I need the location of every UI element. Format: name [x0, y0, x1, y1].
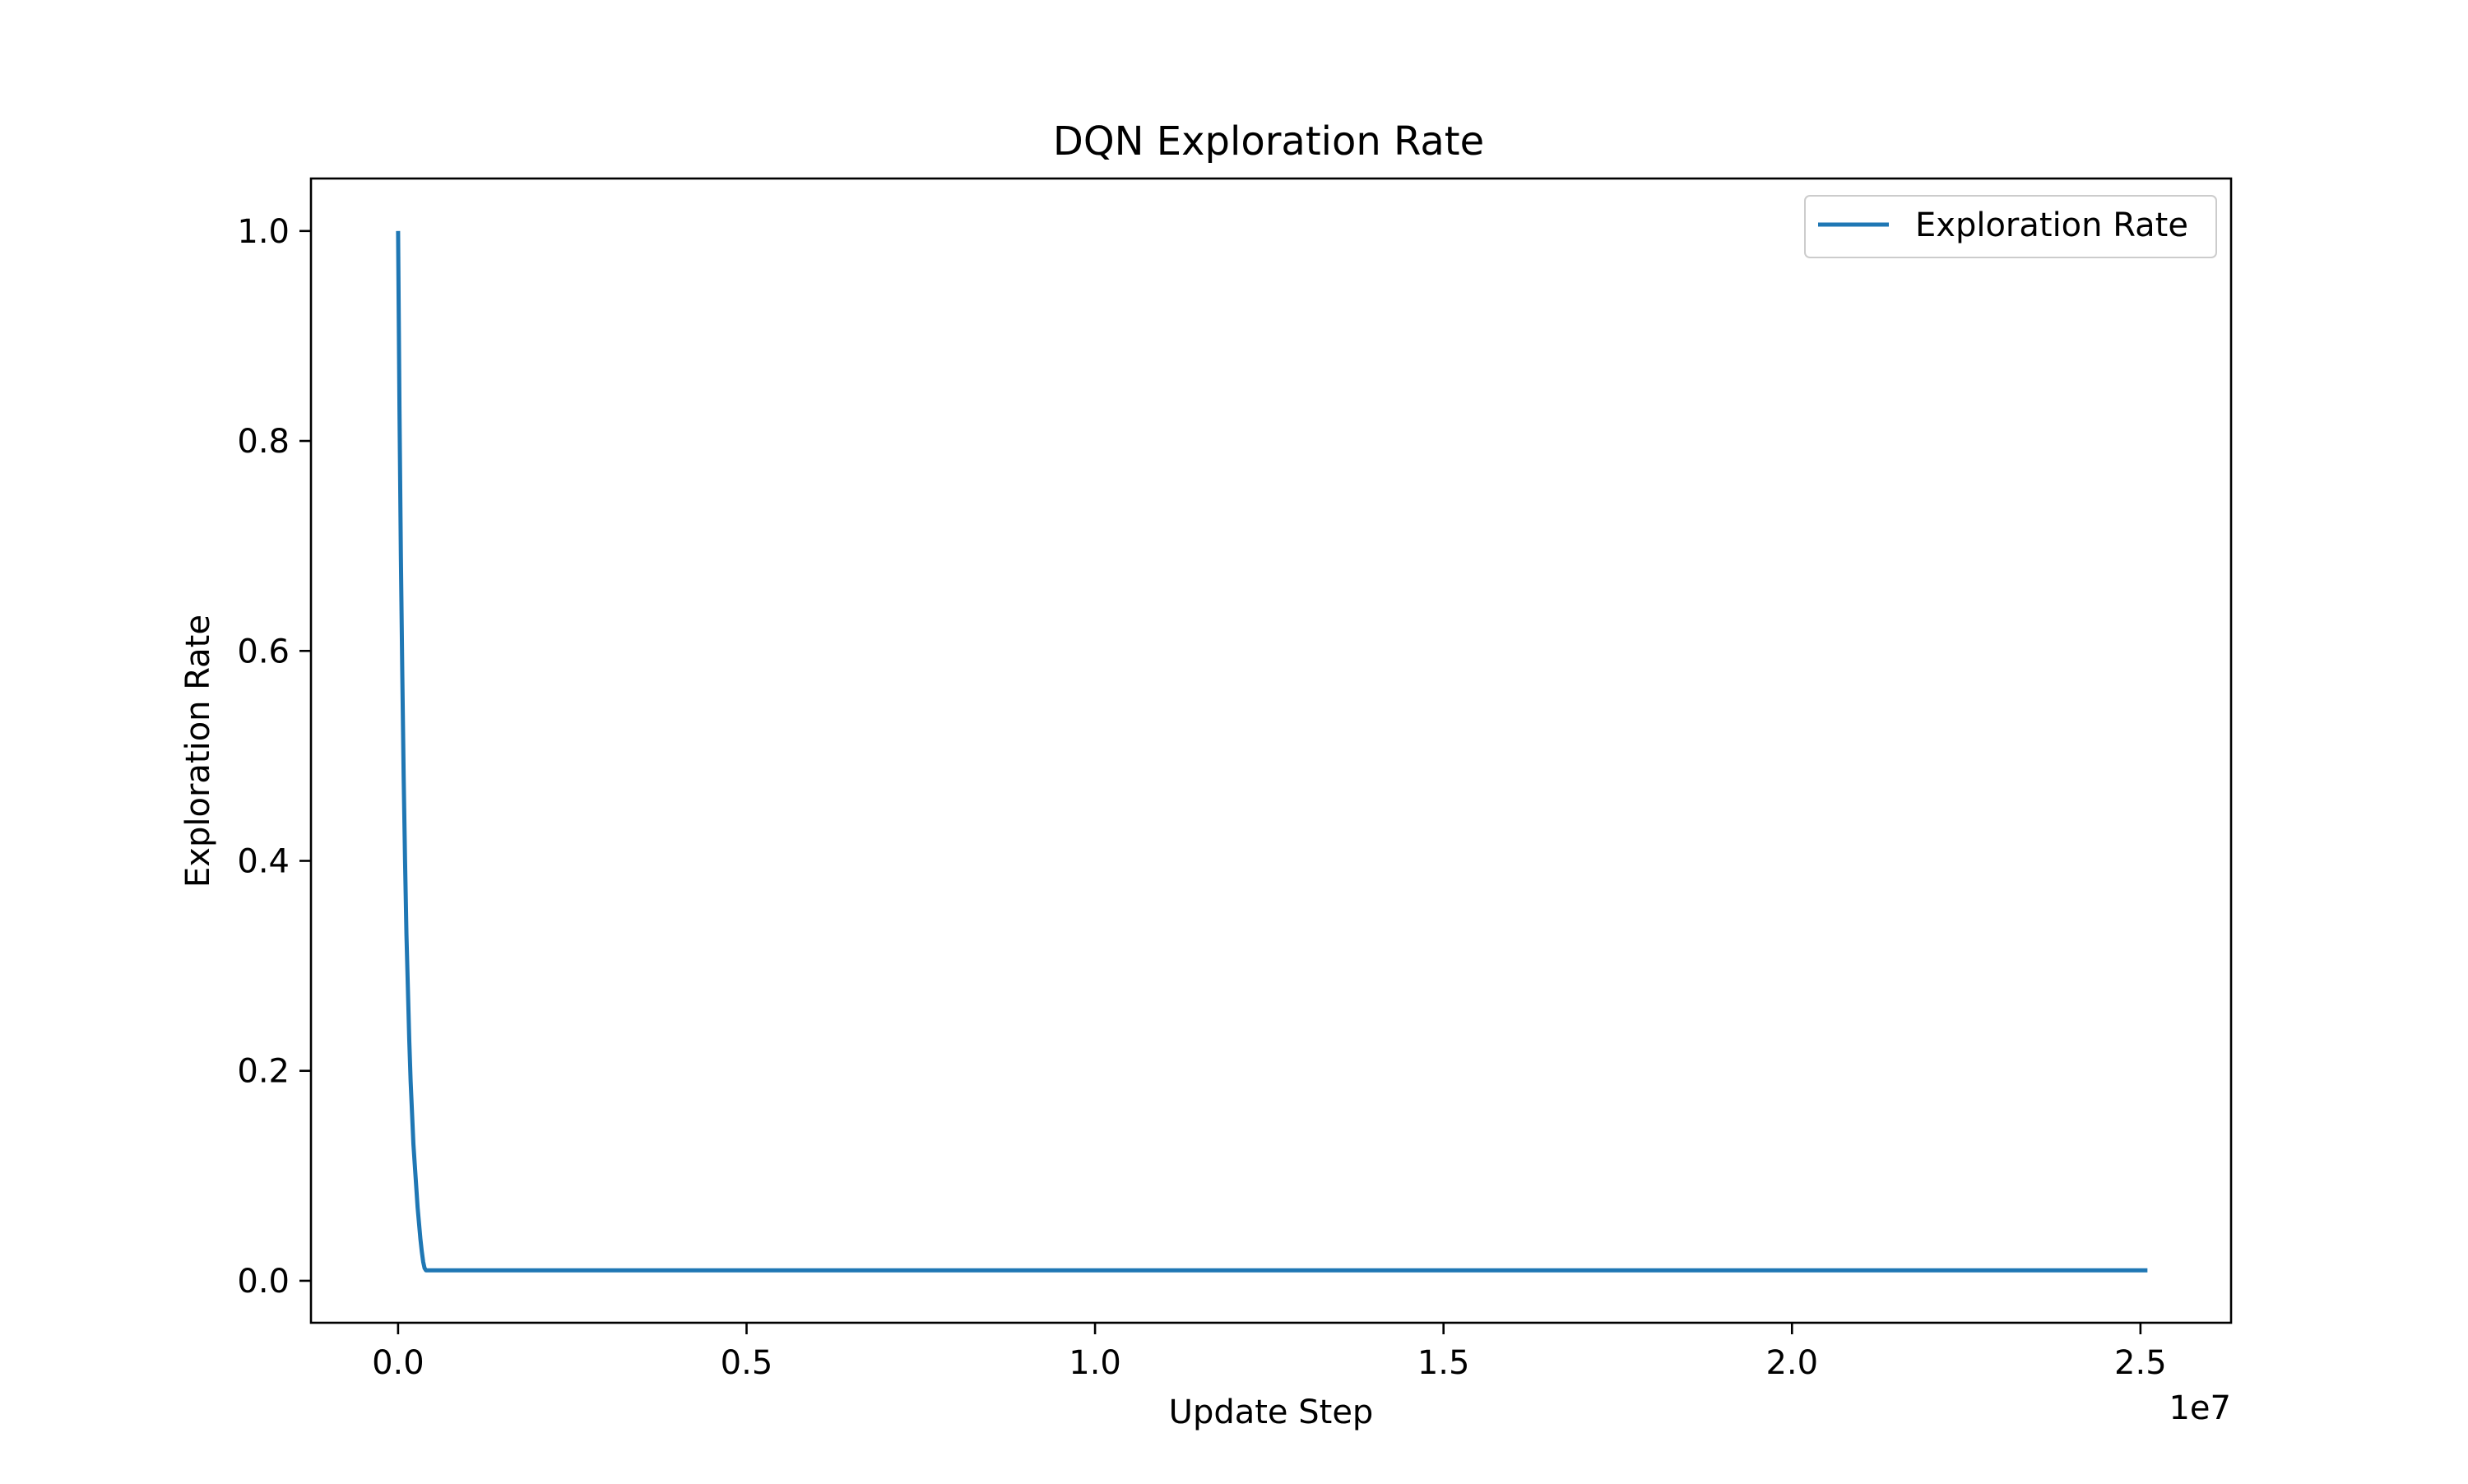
y-tick-label: 0.8: [237, 423, 290, 461]
y-tick-label: 0.4: [237, 842, 290, 880]
y-axis: 0.0 0.2 0.4 0.6 0.8 1.0: [237, 213, 311, 1301]
plot-marks: [396, 230, 2148, 1273]
y-tick-label: 1.0: [237, 213, 290, 251]
x-tick-label: 2.0: [1765, 1344, 1818, 1382]
x-axis: 0.0 0.5 1.0 1.5 2.0 2.5: [372, 1323, 2167, 1382]
x-tick-label: 0.0: [372, 1344, 424, 1382]
x-axis-label: Update Step: [1169, 1394, 1374, 1431]
chart-title: DQN Exploration Rate: [1053, 118, 1484, 165]
legend-series-label: Exploration Rate: [1915, 206, 2188, 244]
y-tick-label: 0.0: [237, 1263, 290, 1301]
x-tick-label: 1.0: [1069, 1344, 1121, 1382]
y-tick-label: 0.2: [237, 1053, 290, 1091]
plot-frame: [309, 177, 2233, 1324]
legend-box: [1804, 195, 2217, 258]
series-line-0: [396, 230, 2148, 1273]
y-axis-label: Exploration Rate: [179, 614, 217, 888]
x-axis-offset-label: 1e7: [2169, 1389, 2231, 1427]
x-tick-label: 0.5: [721, 1344, 773, 1382]
x-tick-label: 2.5: [2114, 1344, 2167, 1382]
y-tick-label: 0.6: [237, 633, 290, 670]
legend: Exploration Rate: [1804, 195, 2217, 258]
x-tick-label: 1.5: [1417, 1344, 1470, 1382]
